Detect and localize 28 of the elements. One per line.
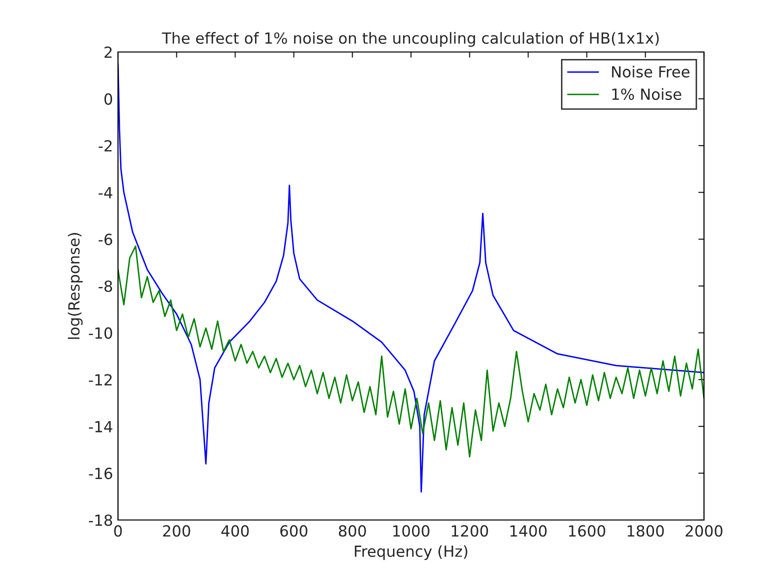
legend-label: 1% Noise: [612, 88, 682, 100]
x-tick-label: 0: [114, 525, 122, 537]
y-tick-label: -16: [88, 468, 112, 480]
x-axis-title: Frequency (Hz): [354, 545, 468, 560]
x-tick-label: 800: [338, 525, 366, 537]
y-tick-label: -10: [88, 327, 112, 339]
x-tick-label: 200: [163, 525, 190, 537]
x-tick-label: 1400: [510, 525, 547, 537]
y-tick-label: -12: [88, 374, 112, 386]
x-tick-label: 1200: [452, 525, 488, 537]
y-tick-label: 2: [104, 46, 112, 58]
x-tick-label: 1600: [569, 525, 606, 537]
y-tick-label: -14: [88, 421, 112, 432]
x-tick-label: 1000: [393, 525, 430, 537]
y-tick-label: -18: [88, 514, 112, 526]
y-tick-label: -4: [98, 187, 112, 198]
x-tick-label: 1800: [628, 525, 664, 537]
y-axis-title: log(Response): [68, 233, 83, 339]
y-tick-label: -6: [98, 234, 112, 246]
x-tick-label: 600: [280, 525, 308, 537]
line-series: [118, 246, 704, 458]
legend-label: Noise Free: [612, 66, 690, 78]
x-tick-label: 2000: [686, 525, 722, 537]
y-tick-label: -8: [98, 280, 112, 292]
x-tick-label: 400: [221, 525, 249, 537]
y-tick-label: -2: [98, 140, 112, 152]
y-tick-label: 0: [104, 93, 112, 105]
chart-title: The effect of 1% noise on the uncoupling calculation of HB(1x1x): [162, 32, 659, 47]
